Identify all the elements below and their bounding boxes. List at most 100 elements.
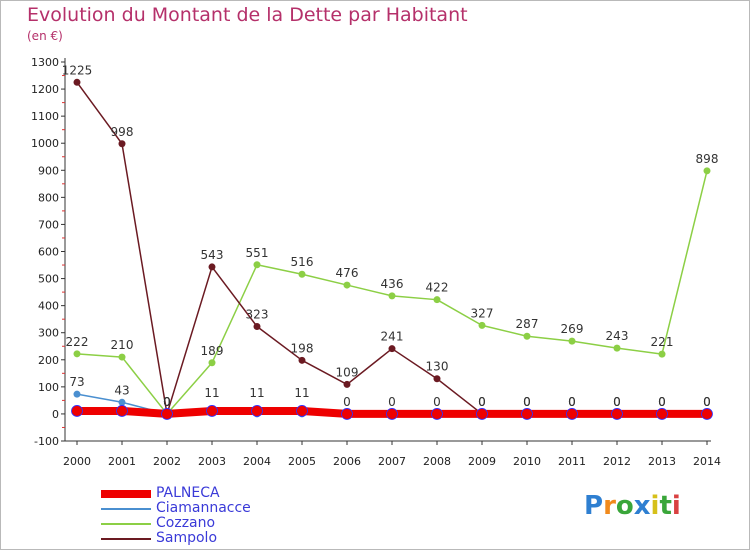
y-tick-label: 300: [38, 327, 59, 340]
x-tick-label: 2014: [693, 455, 721, 468]
x-tick-label: 2011: [558, 455, 586, 468]
data-point: [521, 408, 533, 420]
data-label: 0: [163, 395, 171, 409]
y-tick-label: 1300: [31, 56, 59, 69]
legend-label-sampolo: Sampolo: [156, 530, 218, 546]
y-tick-label: 400: [38, 300, 59, 313]
x-tick-label: 2008: [423, 455, 451, 468]
proxiti-logo: Proxiti: [584, 491, 681, 521]
data-label: 221: [651, 335, 674, 349]
logo-letter: t: [659, 491, 672, 521]
data-label: 43: [114, 383, 129, 397]
y-tick-label: 100: [38, 381, 59, 394]
data-point: [656, 408, 668, 420]
data-point: [253, 322, 261, 330]
y-tick-label: 500: [38, 273, 59, 286]
data-point: [118, 140, 126, 148]
data-point: [251, 405, 263, 417]
logo-letter: r: [603, 491, 616, 521]
logo-letter: i: [650, 491, 660, 521]
data-label: 222: [66, 335, 89, 349]
legend-swatch-cozzano: [101, 522, 151, 525]
legend-item-ciamannacce: Ciamannacce: [101, 501, 251, 516]
data-point: [71, 405, 83, 417]
data-point: [658, 350, 666, 358]
x-tick-label: 2010: [513, 455, 541, 468]
legend-item-palneca: PALNECA: [101, 486, 251, 501]
data-point: [116, 405, 128, 417]
data-point: [523, 332, 531, 340]
data-point: [476, 408, 488, 420]
data-label: 269: [561, 322, 584, 336]
data-label: 73: [69, 375, 84, 389]
data-label: 476: [336, 266, 359, 280]
data-label: 11: [204, 386, 219, 400]
legend-label-palneca: PALNECA: [156, 485, 220, 501]
data-point: [388, 345, 396, 353]
data-point: [343, 380, 351, 388]
data-label: 0: [568, 395, 576, 409]
data-label: 0: [703, 395, 711, 409]
logo-letter: o: [615, 491, 634, 521]
data-point: [296, 405, 308, 417]
data-point: [701, 408, 713, 420]
data-point: [298, 270, 306, 278]
data-label: 287: [516, 317, 539, 331]
legend-label-cozzano: Cozzano: [156, 515, 216, 531]
x-tick-label: 2007: [378, 455, 406, 468]
y-tick-label: 700: [38, 218, 59, 231]
data-point: [568, 337, 576, 345]
data-label: 0: [478, 395, 486, 409]
data-label: 0: [523, 395, 531, 409]
data-point: [478, 321, 486, 329]
x-tick-label: 2004: [243, 455, 271, 468]
data-point: [73, 78, 81, 86]
data-point: [388, 292, 396, 300]
data-point: [341, 408, 353, 420]
data-label: 0: [568, 395, 576, 409]
data-label: 0: [523, 395, 531, 409]
data-point: [208, 263, 216, 271]
data-label: 0: [343, 395, 351, 409]
data-point: [433, 375, 441, 383]
data-label: 0: [478, 395, 486, 409]
data-label: 130: [426, 360, 449, 374]
data-label: 551: [246, 246, 269, 260]
y-tick-label: 1100: [31, 110, 59, 123]
data-label: 0: [613, 395, 621, 409]
logo-letter: P: [584, 491, 604, 521]
data-point: [253, 261, 261, 269]
data-label: 1225: [62, 63, 93, 77]
data-label: 516: [291, 255, 314, 269]
data-point: [73, 350, 81, 358]
data-label: 323: [246, 307, 269, 321]
x-tick-label: 2006: [333, 455, 361, 468]
y-tick-label: 0: [52, 408, 59, 421]
data-label: 189: [201, 344, 224, 358]
x-tick-label: 2009: [468, 455, 496, 468]
data-label: 210: [111, 338, 134, 352]
data-label: 11: [249, 386, 264, 400]
x-tick-label: 2001: [108, 455, 136, 468]
data-point: [433, 296, 441, 304]
chart-title: Evolution du Montant de la Dette par Hab…: [27, 4, 468, 26]
data-label: 436: [381, 277, 404, 291]
data-point: [298, 356, 306, 364]
y-tick-label: -100: [34, 435, 59, 448]
chart-unit-label: (en €): [27, 29, 63, 43]
data-label: 898: [696, 152, 719, 166]
y-tick-label: 900: [38, 164, 59, 177]
x-tick-label: 2005: [288, 455, 316, 468]
data-point: [118, 353, 126, 361]
data-label: 0: [163, 395, 171, 409]
x-tick-label: 2013: [648, 455, 676, 468]
data-point: [208, 359, 216, 367]
data-label: 0: [658, 395, 666, 409]
series-line: [76, 170, 708, 415]
legend-swatch-ciamannacce: [101, 507, 151, 510]
x-tick-label: 2003: [198, 455, 226, 468]
y-tick-label: 1200: [31, 83, 59, 96]
data-label: 198: [291, 341, 314, 355]
legend-item-cozzano: Cozzano: [101, 516, 251, 531]
